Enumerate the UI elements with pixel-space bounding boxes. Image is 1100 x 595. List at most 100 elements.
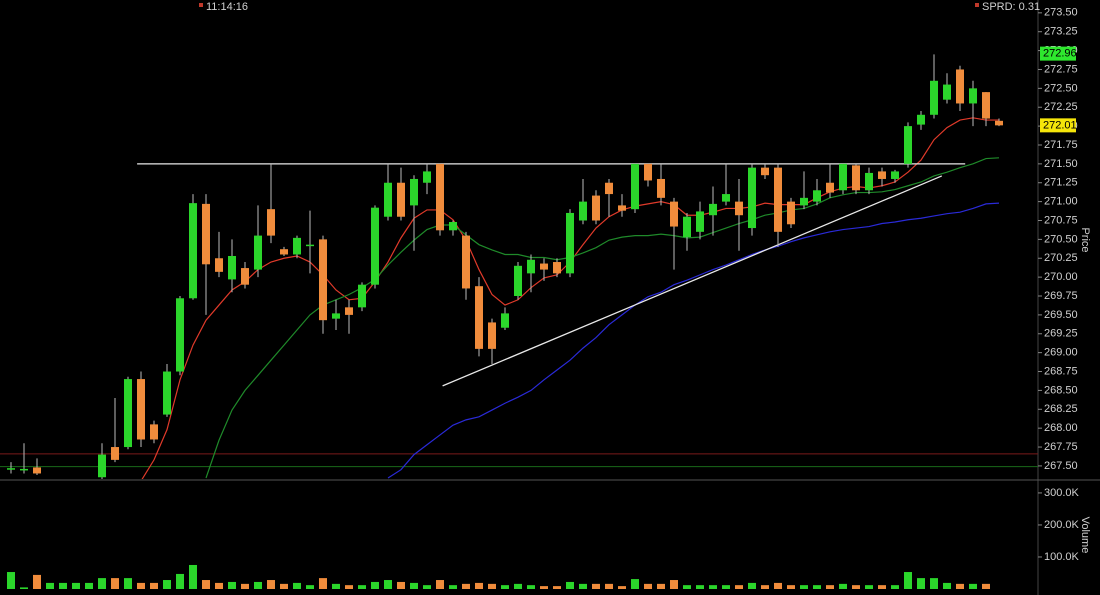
volume-bar [462, 583, 470, 589]
candle-body [787, 201, 795, 225]
volume-bar [46, 582, 54, 589]
volume-bar [254, 581, 262, 589]
moving-average [205, 157, 1000, 479]
y-tick-label: 272.25 [1044, 101, 1078, 113]
candle-body [423, 171, 431, 183]
volume-bar [306, 585, 314, 589]
candle-body [605, 182, 613, 195]
candle-body [293, 237, 301, 255]
candle-body [228, 255, 236, 280]
spread-icon [975, 3, 979, 7]
candle-body [33, 467, 41, 474]
clock: 11:14:16 [206, 1, 248, 13]
candle-body [189, 203, 197, 299]
candle-body [748, 167, 756, 229]
volume-bar [605, 583, 613, 589]
volume-bar [813, 585, 821, 589]
volume-bar [345, 585, 353, 589]
candle-body [254, 235, 262, 270]
axes: 267.50 267.75 268.00 268.25 268.50 268.75 269.… [1038, 7, 1080, 563]
candle-body [124, 379, 132, 448]
candle-body [579, 201, 587, 221]
volume-bar [488, 583, 496, 589]
volume-bar [670, 580, 678, 589]
candle-body [202, 203, 210, 265]
candle-body [722, 194, 730, 202]
candle-body [735, 201, 743, 216]
y-tick-label: 271.50 [1044, 158, 1078, 170]
candle-body [553, 262, 561, 274]
candle-body [930, 80, 938, 115]
volume-bar [436, 580, 444, 589]
candle-body [384, 182, 392, 217]
volume-bar [124, 578, 132, 589]
candle-body [917, 114, 925, 125]
y-tick-label: 273.50 [1044, 7, 1078, 19]
candle-body [995, 120, 1003, 126]
volume-bar [839, 583, 847, 589]
candle-body [670, 201, 678, 227]
price-panel [0, 54, 1038, 479]
volume-bar [410, 582, 418, 589]
candle-body [761, 167, 769, 176]
candle-body [241, 268, 249, 285]
candle-body [943, 84, 951, 100]
volume-bar [202, 580, 210, 589]
candle-body [358, 284, 366, 308]
candle-body [475, 286, 483, 349]
volume-bar [956, 583, 964, 589]
volume-bar [748, 582, 756, 589]
y-tick-label: 273.25 [1044, 26, 1078, 38]
volume-bar [111, 578, 119, 589]
volume-bar [631, 579, 639, 589]
volume-bar [683, 585, 691, 589]
volume-bar [579, 583, 587, 589]
volume-tick-label: 200.0K [1044, 519, 1080, 531]
volume-tick-label: 100.0K [1044, 551, 1080, 563]
y-tick-label: 272.50 [1044, 82, 1078, 94]
candle-body [878, 171, 886, 179]
volume-bar [72, 582, 80, 589]
volume-bar [163, 580, 171, 589]
volume-bar [241, 583, 249, 589]
y-tick-label: 267.75 [1044, 441, 1078, 453]
y-tick-label: 270.00 [1044, 271, 1078, 283]
candle-body [332, 313, 340, 319]
volume-bar [722, 585, 730, 589]
volume-bar [371, 581, 379, 589]
candle-body [306, 244, 314, 247]
candle-body [891, 171, 899, 179]
candle-body [644, 163, 652, 181]
volume-bar [943, 582, 951, 589]
price-marker-label: 272.96 [1043, 48, 1077, 60]
y-tick-label: 270.25 [1044, 252, 1078, 264]
volume-bar [423, 585, 431, 589]
volume-bar [969, 583, 977, 589]
volume-bar [501, 585, 509, 589]
volume-bar [657, 583, 665, 589]
y-tick-label: 269.25 [1044, 328, 1078, 340]
volume-bar [878, 585, 886, 589]
price-marker [1040, 118, 1076, 133]
y-tick-label: 269.50 [1044, 309, 1078, 321]
volume-bar [540, 586, 548, 589]
volume-bar [553, 586, 561, 589]
volume-bar [904, 572, 912, 589]
candle-body [813, 190, 821, 202]
y-tick-label: 268.50 [1044, 384, 1078, 396]
volume-bar [761, 585, 769, 589]
y-tick-label: 271.00 [1044, 196, 1078, 208]
volume-bar [930, 578, 938, 589]
volume-panel [7, 564, 990, 589]
volume-bar [982, 583, 990, 589]
candle-body [540, 263, 548, 270]
candle-body [956, 69, 964, 104]
candle-body [566, 212, 574, 274]
candle-body [436, 163, 444, 231]
candle-body [150, 424, 158, 440]
y-tick-label: 269.00 [1044, 347, 1078, 359]
y-tick-label: 270.50 [1044, 233, 1078, 245]
